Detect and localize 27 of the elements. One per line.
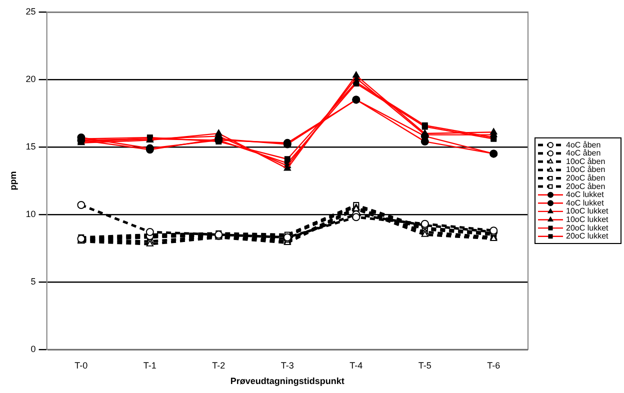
x-tick-label: T-2 bbox=[212, 360, 226, 370]
y-tick-label: 25 bbox=[26, 6, 36, 16]
legend-label: 20oC åben bbox=[566, 182, 606, 191]
legend-label: 10oC åben bbox=[566, 165, 606, 174]
legend-label: 10oC åben bbox=[566, 156, 606, 166]
y-tick-label: 10 bbox=[26, 208, 36, 219]
legend-label: 4oC åben bbox=[566, 148, 601, 158]
y-tick-label: 20 bbox=[26, 74, 36, 84]
x-tick-label: T-6 bbox=[487, 360, 500, 370]
legend-label: 10oC lukket bbox=[566, 214, 610, 224]
legend-label: 20oC lukket bbox=[566, 232, 610, 241]
x-tick-label: T-3 bbox=[280, 360, 294, 370]
y-tick-label: 0 bbox=[30, 344, 36, 354]
y-tick-label: 5 bbox=[30, 276, 36, 286]
x-tick-label: T-1 bbox=[143, 360, 156, 370]
y-axis-title: ppm bbox=[8, 171, 18, 190]
x-axis-title: Prøveudtagningstidspunkt bbox=[230, 376, 344, 386]
legend-label: 4oC lukket bbox=[566, 198, 605, 208]
legend-label: 20oC åben bbox=[566, 173, 606, 182]
legend-label: 10oC lukket bbox=[566, 206, 610, 216]
y-tick-label: 15 bbox=[26, 141, 36, 152]
x-tick-label: T-0 bbox=[74, 360, 88, 370]
legend-label: 20oC lukket bbox=[566, 223, 610, 232]
legend-label: 4oC lukket bbox=[566, 190, 605, 200]
x-tick-label: T-5 bbox=[418, 360, 432, 370]
legend-label: 4oC åben bbox=[566, 140, 601, 150]
x-tick-label: T-4 bbox=[350, 360, 363, 370]
